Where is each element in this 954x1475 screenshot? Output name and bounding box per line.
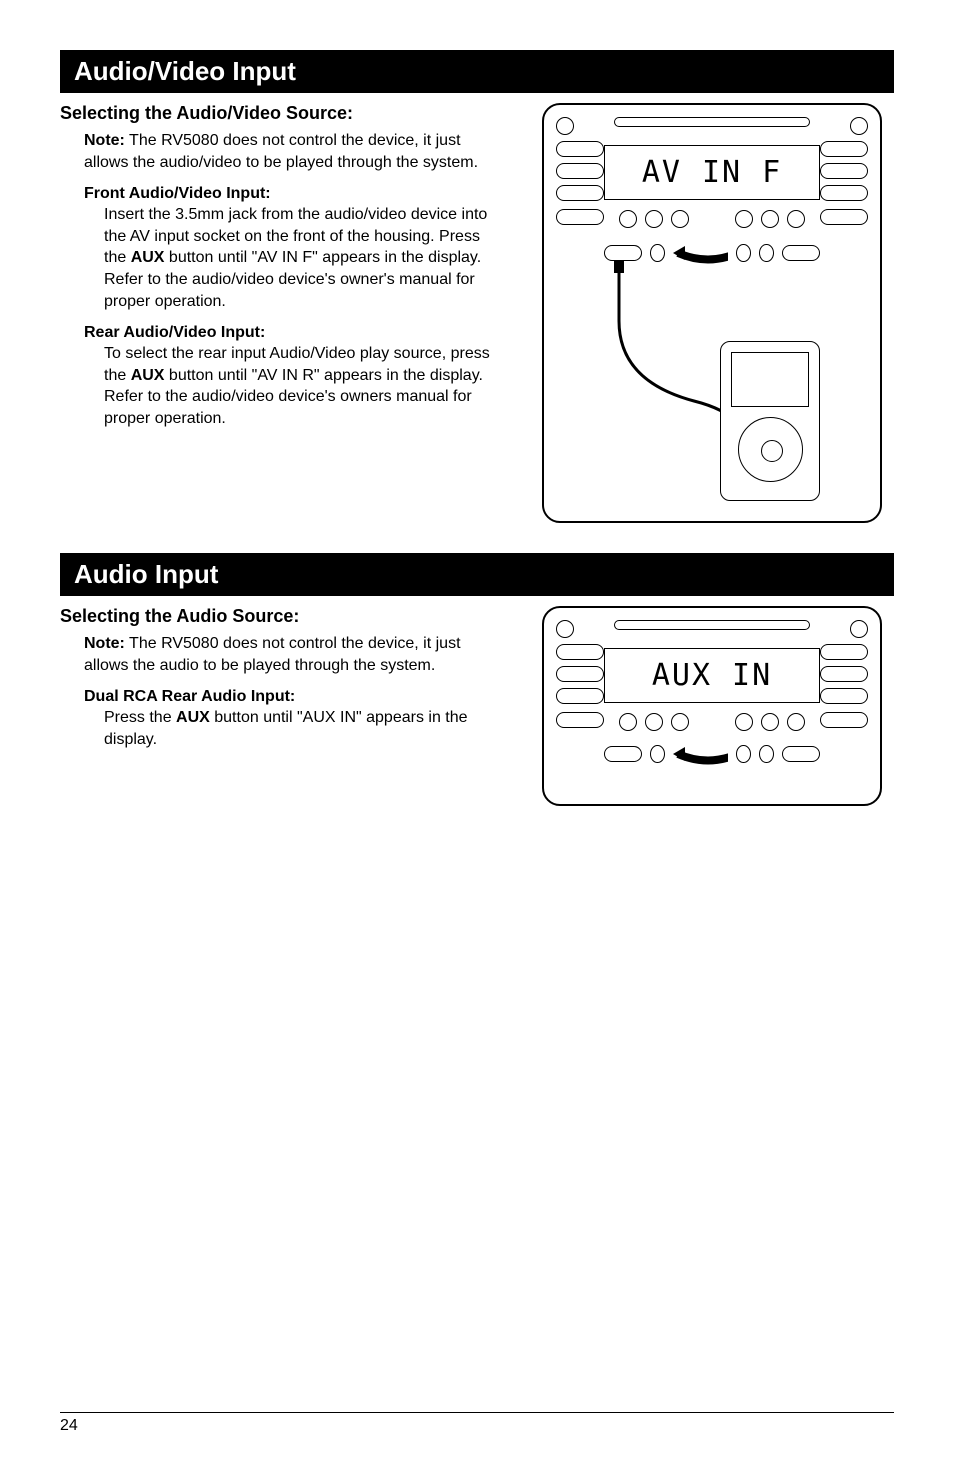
- power-icon: [556, 620, 574, 638]
- button-row-2: [604, 739, 820, 769]
- arrow-indicator-icon: [673, 739, 728, 769]
- side-button-l4: [556, 209, 604, 225]
- ipod-device-icon: [720, 341, 820, 501]
- round-button: [736, 745, 751, 763]
- note-label: Note:: [84, 635, 125, 652]
- rear-av-block: Rear Audio/Video Input: To select the re…: [60, 324, 500, 429]
- front-av-block: Front Audio/Video Input: Insert the 3.5m…: [60, 185, 500, 312]
- pill-button: [604, 245, 642, 261]
- round-button: [735, 210, 753, 228]
- pill-button: [782, 245, 820, 261]
- display-seg-3: F: [762, 155, 782, 190]
- round-button: [671, 210, 689, 228]
- front-aux-bold: AUX: [131, 249, 165, 266]
- dual-rca-title: Dual RCA Rear Audio Input:: [84, 688, 500, 706]
- disc-slot: [614, 620, 810, 630]
- round-button: [759, 745, 774, 763]
- round-button: [761, 713, 779, 731]
- note-text: The RV5080 does not control the device, …: [84, 132, 478, 171]
- section-header-av: Audio/Video Input: [60, 50, 894, 93]
- av-note: Note: The RV5080 does not control the de…: [60, 130, 500, 173]
- rear-av-body: To select the rear input Audio/Video pla…: [84, 343, 500, 429]
- dual-rca-block: Dual RCA Rear Audio Input: Press the AUX…: [60, 688, 500, 750]
- round-button: [645, 210, 663, 228]
- side-button-r2: [820, 666, 868, 682]
- dual-aux-bold: AUX: [176, 709, 210, 726]
- page-number: 24: [60, 1412, 894, 1435]
- round-button: [619, 713, 637, 731]
- audio-text-column: Selecting the Audio Source: Note: The RV…: [60, 606, 500, 806]
- pill-button: [782, 746, 820, 762]
- display-seg-1: AUX: [652, 658, 712, 693]
- round-button: [736, 244, 751, 262]
- corner-button: [850, 117, 868, 135]
- note-text: The RV5080 does not control the device, …: [84, 635, 461, 674]
- display-seg-2: IN: [732, 658, 772, 693]
- ipod-screen: [731, 352, 809, 407]
- av-content-row: Selecting the Audio/Video Source: Note: …: [60, 103, 894, 523]
- button-row-1: [604, 713, 820, 731]
- ipod-clickwheel-icon: [738, 417, 803, 482]
- disc-slot: [614, 117, 810, 127]
- side-button-r4: [820, 712, 868, 728]
- aux-button-highlight: [650, 745, 665, 763]
- round-button: [619, 210, 637, 228]
- audio-illustration-column: AUX IN: [530, 606, 894, 806]
- audio-note: Note: The RV5080 does not control the de…: [60, 633, 500, 676]
- section-header-audio: Audio Input: [60, 553, 894, 596]
- av-subheading: Selecting the Audio/Video Source:: [60, 103, 500, 124]
- button-row-1: [604, 210, 820, 228]
- audio-subheading: Selecting the Audio Source:: [60, 606, 500, 627]
- note-label: Note:: [84, 132, 125, 149]
- av-text-column: Selecting the Audio/Video Source: Note: …: [60, 103, 500, 523]
- round-button: [761, 210, 779, 228]
- corner-button: [850, 620, 868, 638]
- side-button-r4: [820, 209, 868, 225]
- round-button: [671, 713, 689, 731]
- front-av-body: Insert the 3.5mm jack from the audio/vid…: [84, 204, 500, 312]
- dual-body-1: Press the: [104, 709, 176, 726]
- side-button-l3: [556, 185, 604, 201]
- audio-content-row: Selecting the Audio Source: Note: The RV…: [60, 606, 894, 806]
- device-display: AV IN F: [604, 145, 820, 200]
- power-icon: [556, 117, 574, 135]
- display-seg-2: IN: [702, 155, 742, 190]
- side-button-r1: [820, 141, 868, 157]
- side-button-l4: [556, 712, 604, 728]
- rear-av-title: Rear Audio/Video Input:: [84, 324, 500, 342]
- round-button: [735, 713, 753, 731]
- dual-rca-body: Press the AUX button until "AUX IN" appe…: [84, 707, 500, 750]
- front-av-title: Front Audio/Video Input:: [84, 185, 500, 203]
- side-button-r1: [820, 644, 868, 660]
- side-button-l3: [556, 688, 604, 704]
- round-button: [787, 210, 805, 228]
- side-button-r3: [820, 185, 868, 201]
- round-button: [645, 713, 663, 731]
- display-seg-1: AV: [642, 155, 682, 190]
- device-illustration-av: AV IN F: [542, 103, 882, 523]
- side-button-l2: [556, 163, 604, 179]
- device-illustration-audio: AUX IN: [542, 606, 882, 806]
- side-button-r3: [820, 688, 868, 704]
- round-button: [787, 713, 805, 731]
- rear-aux-bold: AUX: [131, 367, 165, 384]
- aux-button-highlight: [650, 244, 665, 262]
- pill-button: [604, 746, 642, 762]
- side-button-l2: [556, 666, 604, 682]
- round-button: [759, 244, 774, 262]
- device-display: AUX IN: [604, 648, 820, 703]
- av-illustration-column: AV IN F: [530, 103, 894, 523]
- side-button-l1: [556, 141, 604, 157]
- side-button-l1: [556, 644, 604, 660]
- side-button-r2: [820, 163, 868, 179]
